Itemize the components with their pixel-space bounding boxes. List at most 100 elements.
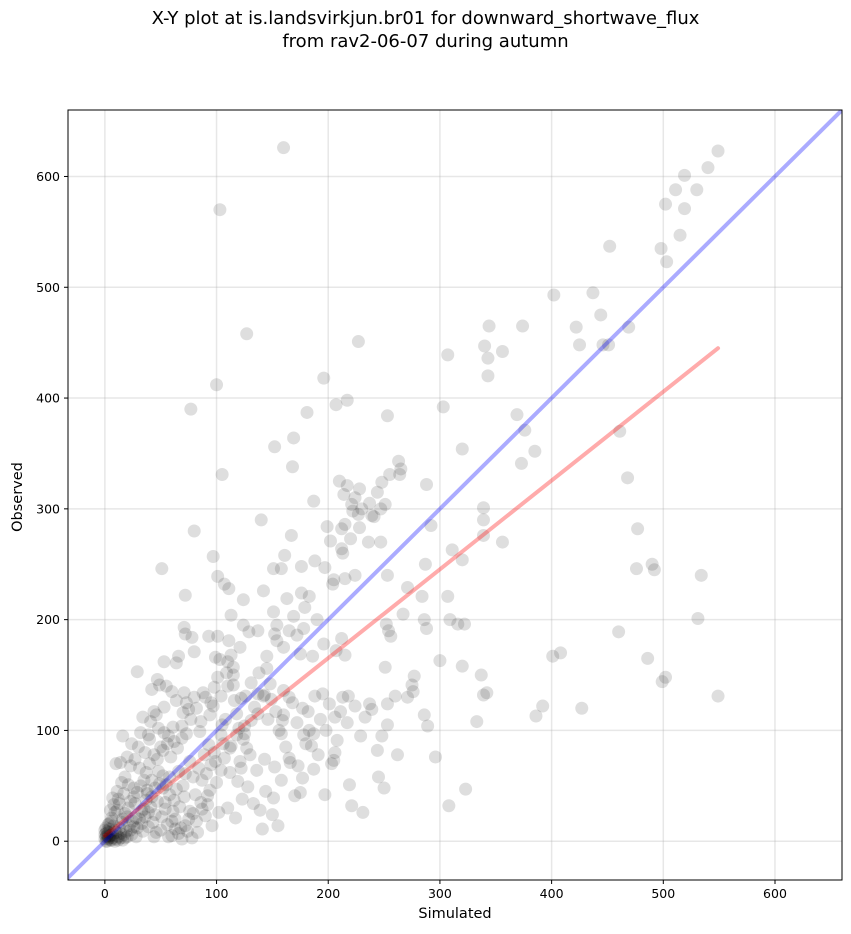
data-point xyxy=(256,584,270,598)
data-point xyxy=(137,802,151,816)
data-point xyxy=(156,743,170,757)
data-point xyxy=(297,622,311,636)
data-point xyxy=(246,797,260,811)
data-point xyxy=(596,338,610,352)
data-point xyxy=(516,319,530,333)
data-point xyxy=(375,475,389,489)
data-point xyxy=(351,335,365,349)
data-point xyxy=(151,764,165,778)
data-point xyxy=(148,808,162,822)
data-point xyxy=(179,696,193,710)
data-point xyxy=(322,697,336,711)
data-point xyxy=(187,690,201,704)
data-point xyxy=(175,719,189,733)
data-point xyxy=(120,810,134,824)
data-point xyxy=(116,729,130,743)
data-point xyxy=(420,477,434,491)
data-point xyxy=(186,770,200,784)
data-point xyxy=(380,697,394,711)
data-point xyxy=(135,816,149,830)
data-point xyxy=(340,716,354,730)
data-point xyxy=(380,718,394,732)
data-point xyxy=(175,832,189,846)
data-point xyxy=(122,819,136,833)
data-point xyxy=(187,645,201,659)
data-point xyxy=(101,830,115,844)
data-point xyxy=(177,620,191,634)
data-point xyxy=(226,660,240,674)
data-point xyxy=(711,144,725,158)
data-point xyxy=(280,592,294,606)
data-point xyxy=(482,319,496,333)
chart-title-line-2: from rav2-06-07 during autumn xyxy=(282,31,569,52)
data-point xyxy=(341,689,355,703)
data-point xyxy=(361,535,375,549)
data-point xyxy=(102,822,116,836)
data-point xyxy=(183,804,197,818)
data-point xyxy=(176,706,190,720)
data-point xyxy=(307,762,321,776)
data-point xyxy=(279,740,293,754)
data-point xyxy=(124,794,138,808)
data-point xyxy=(169,694,183,708)
data-point xyxy=(332,474,346,488)
data-point xyxy=(158,802,172,816)
data-point xyxy=(129,811,143,825)
data-point xyxy=(216,737,230,751)
data-point xyxy=(481,369,495,383)
data-point xyxy=(239,689,253,703)
data-point xyxy=(267,791,281,805)
data-point xyxy=(342,778,356,792)
data-point xyxy=(546,649,560,663)
data-point xyxy=(353,482,367,496)
data-point xyxy=(168,822,182,836)
data-point xyxy=(269,705,283,719)
data-point xyxy=(294,586,308,600)
data-point xyxy=(211,629,225,643)
data-point xyxy=(151,721,165,735)
data-point xyxy=(401,690,415,704)
data-point xyxy=(178,767,192,781)
data-point xyxy=(355,502,369,516)
data-point xyxy=(244,676,258,690)
data-point xyxy=(285,696,299,710)
data-point xyxy=(442,799,456,813)
data-point xyxy=(260,649,274,663)
data-point xyxy=(274,562,288,576)
axis-ticks: 0 100 200 300 400 500 600 0 100 200 300 400 500 600 xyxy=(36,169,787,901)
data-point xyxy=(129,830,143,844)
data-point xyxy=(631,522,645,536)
data-point xyxy=(418,557,432,571)
data-point xyxy=(150,794,164,808)
data-point xyxy=(691,612,705,626)
data-point xyxy=(140,787,154,801)
data-point xyxy=(401,581,415,595)
data-point xyxy=(330,733,344,747)
data-point xyxy=(235,792,249,806)
data-point xyxy=(394,462,408,476)
data-point xyxy=(208,754,222,768)
data-point xyxy=(141,805,155,819)
data-point xyxy=(282,751,296,765)
data-point xyxy=(226,678,240,692)
data-point xyxy=(172,649,186,663)
data-point xyxy=(147,830,161,844)
data-point xyxy=(118,770,132,784)
data-point xyxy=(213,203,227,217)
data-point xyxy=(121,778,135,792)
data-point xyxy=(318,561,332,575)
data-point xyxy=(230,728,244,742)
data-point xyxy=(166,804,180,818)
data-point xyxy=(325,757,339,771)
data-point xyxy=(258,688,272,702)
data-point xyxy=(224,739,238,753)
data-point xyxy=(318,788,332,802)
data-point xyxy=(690,183,704,197)
data-point xyxy=(157,700,171,714)
data-point xyxy=(258,752,272,766)
data-point xyxy=(641,651,655,665)
data-point xyxy=(270,634,284,648)
data-point xyxy=(145,682,159,696)
data-point xyxy=(306,649,320,663)
data-point xyxy=(226,668,240,682)
